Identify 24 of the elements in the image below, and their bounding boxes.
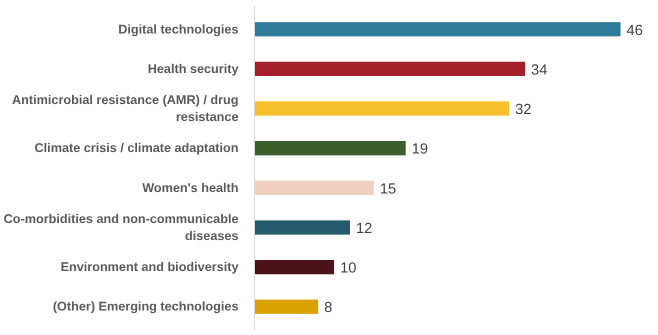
bar	[254, 62, 526, 76]
data-label: 19	[412, 142, 428, 158]
data-label: 32	[515, 102, 532, 118]
data-label: 15	[380, 181, 396, 198]
bar	[254, 300, 318, 314]
y-tick-label: Health security	[148, 62, 239, 76]
data-label: 46	[626, 22, 643, 39]
data-label: 12	[356, 220, 372, 237]
bar	[254, 220, 350, 235]
y-tick-label: Environment and biodiversity	[60, 260, 239, 274]
bar	[254, 260, 334, 274]
data-label: 10	[340, 260, 356, 277]
y-tick-label: Women's health	[142, 180, 239, 195]
bar	[254, 22, 621, 36]
data-label: 8	[324, 300, 332, 316]
bar	[254, 180, 374, 195]
data-label: 34	[531, 62, 548, 78]
y-tick-label: (Other) Emerging technologies	[52, 300, 239, 314]
y-tick-label: Digital technologies	[118, 22, 239, 36]
bar	[254, 101, 510, 116]
y-tick-label: Climate crisis / climate adaptation	[34, 141, 239, 156]
y-tick-label: Antimicrobial resistance (AMR) / drug resistance	[12, 93, 239, 124]
y-tick-label: Co-morbidities and non-communicable diseases	[4, 212, 239, 243]
bar	[254, 141, 406, 156]
